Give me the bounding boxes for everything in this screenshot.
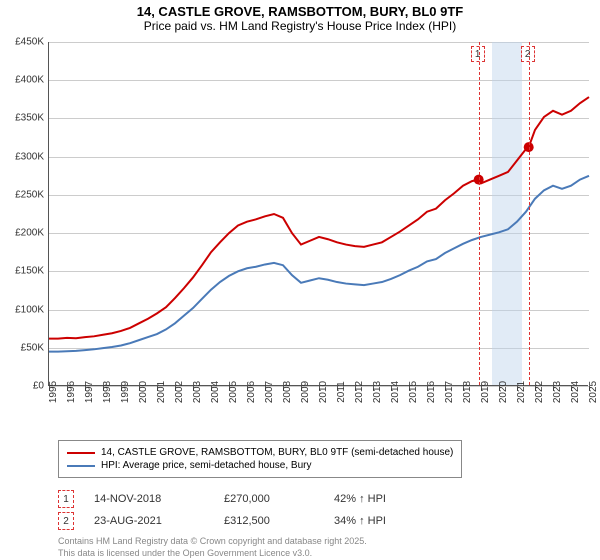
x-tick-label: 2014 [390,381,401,403]
series-hpi [49,176,589,352]
x-tick-label: 2021 [516,381,527,403]
legend-item: HPI: Average price, semi-detached house,… [67,460,453,471]
x-tick-label: 2007 [264,381,275,403]
sale-row-delta: 42% ↑ HPI [334,493,386,505]
attribution-line2: This data is licensed under the Open Gov… [58,548,312,558]
sale-row-price: £270,000 [224,493,314,505]
sale-vline [479,42,480,385]
x-tick-label: 2013 [372,381,383,403]
attribution-line1: Contains HM Land Registry data © Crown c… [58,536,367,546]
x-tick-label: 2023 [552,381,563,403]
x-tick-label: 1996 [66,381,77,403]
x-tick-label: 2009 [300,381,311,403]
x-tick-label: 1999 [120,381,131,403]
x-tick-label: 1995 [48,381,59,403]
legend-swatch [67,452,95,454]
x-tick-label: 2022 [534,381,545,403]
x-tick-label: 2004 [210,381,221,403]
series-lines [49,42,589,386]
x-tick-label: 1998 [102,381,113,403]
plot-area [48,42,588,386]
x-tick-label: 2001 [156,381,167,403]
x-tick-label: 2017 [444,381,455,403]
x-tick-label: 2012 [354,381,365,403]
sale-row: 1 14-NOV-2018 £270,000 42% ↑ HPI [58,490,386,508]
chart-subtitle: Price paid vs. HM Land Registry's House … [0,19,600,33]
x-tick-label: 2005 [228,381,239,403]
legend-label: 14, CASTLE GROVE, RAMSBOTTOM, BURY, BL0 … [101,447,453,458]
y-tick-label: £400K [15,75,44,86]
legend: 14, CASTLE GROVE, RAMSBOTTOM, BURY, BL0 … [58,440,462,478]
sale-row-delta: 34% ↑ HPI [334,515,386,527]
legend-label: HPI: Average price, semi-detached house,… [101,460,311,471]
x-tick-label: 2019 [480,381,491,403]
x-tick-label: 2015 [408,381,419,403]
y-tick-label: £150K [15,266,44,277]
sale-row-badge: 1 [58,490,74,508]
x-tick-label: 2000 [138,381,149,403]
chart-title: 14, CASTLE GROVE, RAMSBOTTOM, BURY, BL0 … [0,0,600,19]
y-tick-label: £450K [15,37,44,48]
x-tick-label: 2020 [498,381,509,403]
chart-container: 14, CASTLE GROVE, RAMSBOTTOM, BURY, BL0 … [0,0,600,560]
series-price-paid [49,97,589,339]
sale-row-date: 23-AUG-2021 [94,515,204,527]
y-tick-label: £0 [33,381,44,392]
x-tick-label: 2016 [426,381,437,403]
sale-marker-badge: 2 [521,46,535,62]
x-tick-label: 2018 [462,381,473,403]
x-tick-label: 2003 [192,381,203,403]
y-tick-label: £50K [21,342,44,353]
sale-row-price: £312,500 [224,515,314,527]
y-tick-label: £300K [15,151,44,162]
y-tick-label: £350K [15,113,44,124]
y-tick-label: £200K [15,228,44,239]
x-tick-label: 2011 [336,381,347,403]
x-tick-label: 2008 [282,381,293,403]
sale-row-date: 14-NOV-2018 [94,493,204,505]
x-tick-label: 2002 [174,381,185,403]
y-tick-label: £100K [15,304,44,315]
sale-marker-badge: 1 [471,46,485,62]
x-tick-label: 2006 [246,381,257,403]
sale-vline [529,42,530,385]
x-tick-label: 2025 [588,381,599,403]
x-tick-label: 2024 [570,381,581,403]
y-tick-label: £250K [15,189,44,200]
sale-row-badge: 2 [58,512,74,530]
x-tick-label: 2010 [318,381,329,403]
legend-item: 14, CASTLE GROVE, RAMSBOTTOM, BURY, BL0 … [67,447,453,458]
x-tick-label: 1997 [84,381,95,403]
legend-swatch [67,465,95,467]
sale-row: 2 23-AUG-2021 £312,500 34% ↑ HPI [58,512,386,530]
